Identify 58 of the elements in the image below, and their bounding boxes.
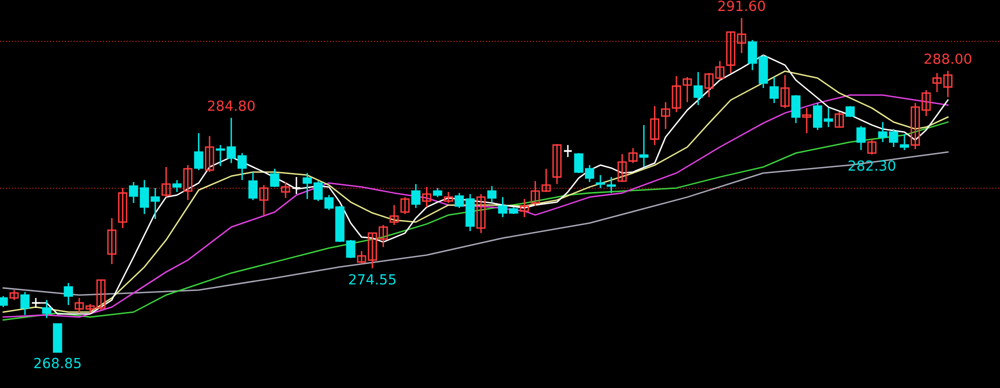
candlestick	[0, 295, 8, 308]
candlestick	[932, 72, 942, 93]
candlestick	[606, 176, 616, 194]
candlestick	[780, 74, 790, 109]
candlestick	[639, 124, 648, 168]
candlestick	[628, 147, 638, 164]
candlestick	[867, 138, 876, 156]
candlestick	[292, 176, 302, 195]
candlestick	[400, 196, 410, 215]
candlestick	[660, 101, 670, 130]
candlestick	[270, 168, 280, 188]
candlestick	[791, 94, 800, 124]
candlestick	[802, 107, 812, 134]
candlestick	[248, 171, 258, 201]
candlestick	[834, 111, 844, 128]
candlestick	[900, 133, 910, 151]
candlestick	[694, 71, 703, 106]
candlestick	[411, 183, 420, 209]
candlestick	[183, 164, 192, 201]
annotation: 274.55	[349, 274, 396, 285]
candlestick	[704, 72, 714, 98]
candlestick	[20, 291, 30, 316]
candlestick	[118, 187, 128, 229]
candlestick	[770, 76, 779, 104]
candlestick	[64, 282, 74, 306]
candlestick	[824, 107, 834, 128]
candlestick	[856, 125, 866, 151]
candlestick	[943, 70, 952, 98]
candlestick	[476, 193, 486, 234]
candlestick	[618, 153, 627, 183]
candlestick	[280, 181, 290, 199]
candlestick	[204, 135, 214, 173]
annotation: 268.85	[34, 358, 81, 368]
candlestick	[422, 186, 432, 208]
candlestick	[42, 299, 52, 319]
annotation: 291.60	[718, 0, 765, 12]
annotation: 282.30	[848, 160, 896, 171]
annotation: 284.80	[208, 100, 255, 111]
candlestick	[520, 198, 530, 218]
candlestick	[10, 289, 19, 301]
candlestick	[162, 166, 171, 198]
annotation: 288.00	[924, 53, 972, 64]
candlestick	[650, 105, 660, 146]
candlestick	[107, 217, 116, 265]
candlestick	[552, 143, 562, 185]
candlestick	[487, 185, 496, 203]
candlestick	[128, 181, 138, 204]
candlestick	[715, 60, 724, 81]
candlestick	[259, 184, 268, 216]
candlestick	[194, 132, 204, 171]
candlestick	[563, 144, 573, 158]
candlestick	[356, 250, 366, 265]
candlestick	[96, 279, 106, 311]
candlestick	[812, 102, 822, 131]
candlestick	[172, 179, 182, 193]
candlestick	[390, 204, 399, 226]
candlestick	[444, 191, 454, 204]
candlestick	[432, 187, 442, 198]
